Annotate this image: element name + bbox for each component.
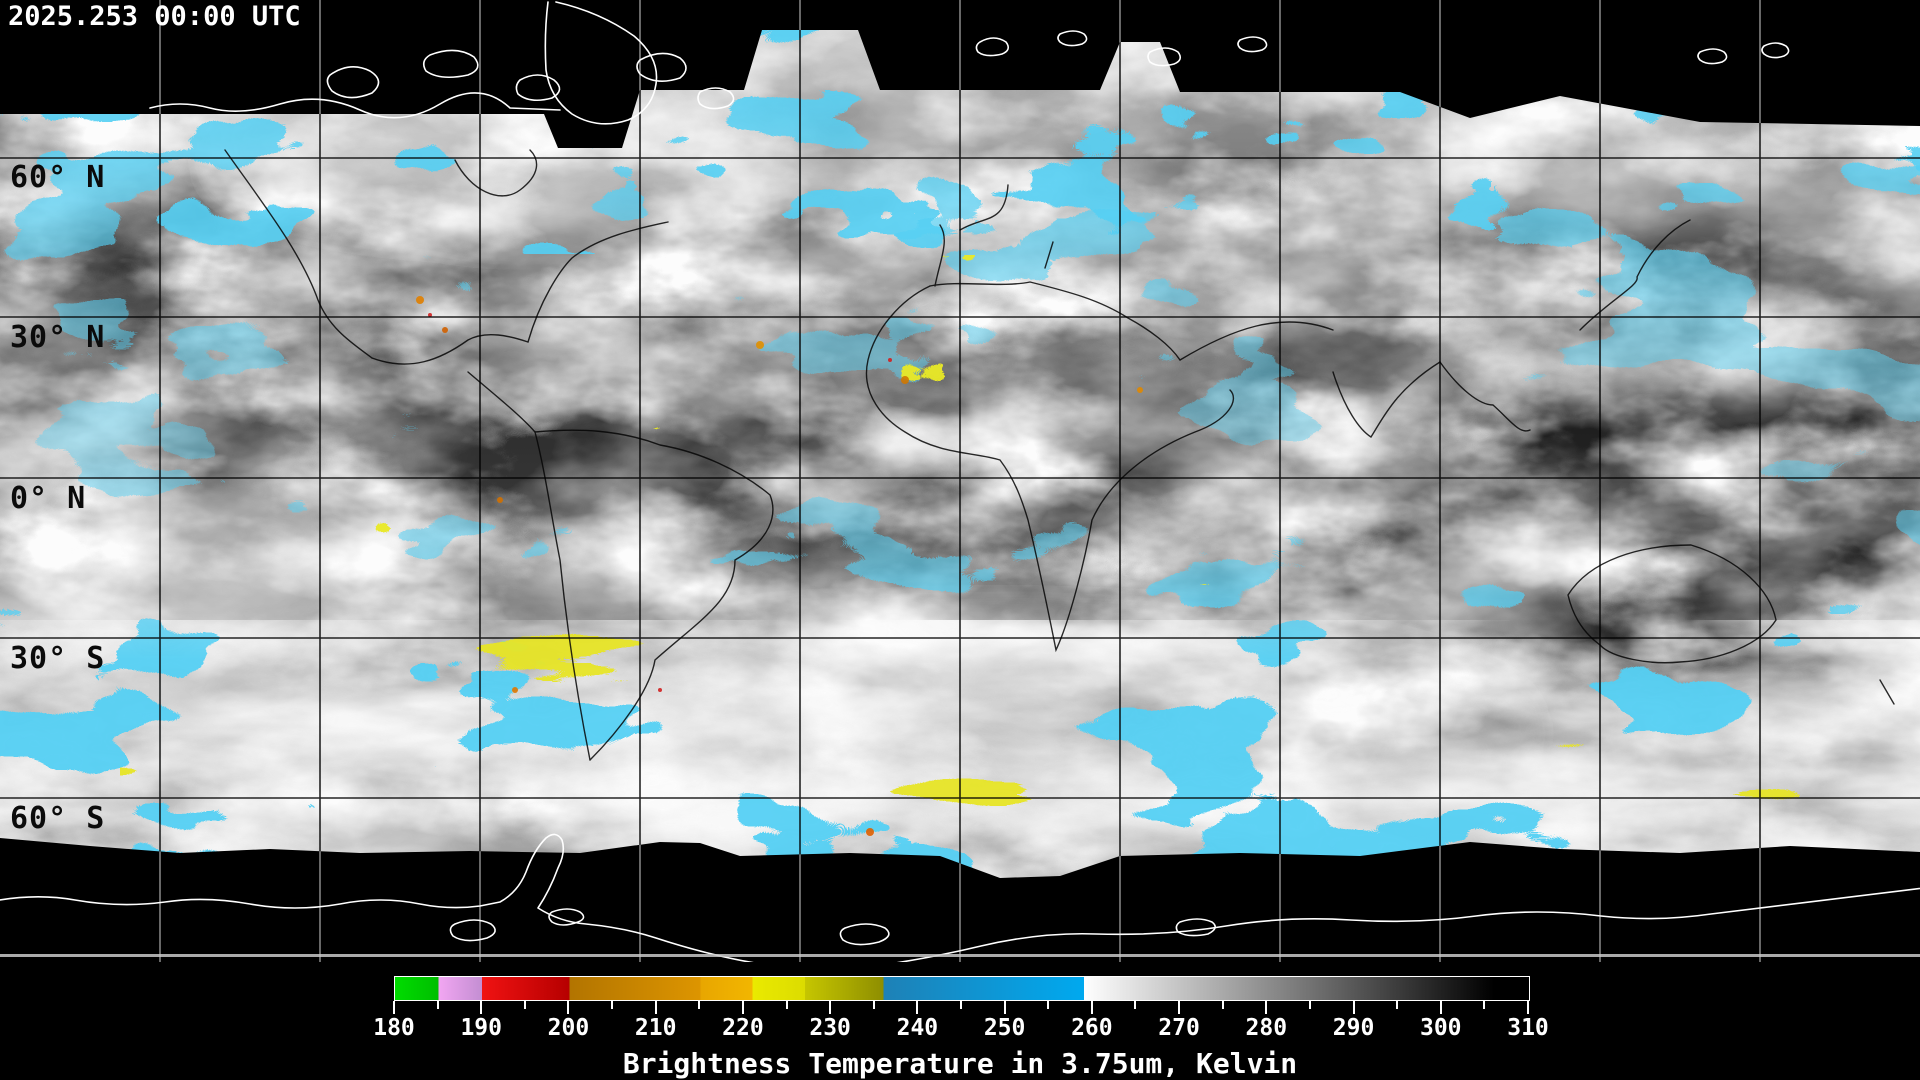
colorbar-major-tick xyxy=(1090,1001,1093,1014)
colorbar-tick-label: 270 xyxy=(1158,1015,1200,1041)
colorbar-minor-tick xyxy=(523,1001,526,1009)
colorbar-major-tick xyxy=(1352,1001,1355,1014)
colorbar-tick-label: 210 xyxy=(634,1015,677,1041)
colorbar-tick-label: 260 xyxy=(1071,1015,1113,1041)
colorbar-major-tick xyxy=(1003,1001,1006,1014)
colorbar-tick-label: 230 xyxy=(809,1015,851,1041)
colorbar-major-tick xyxy=(1439,1001,1442,1014)
colorbar-minor-tick xyxy=(1308,1001,1311,1009)
colorbar-minor-tick xyxy=(1047,1001,1050,1009)
colorbar-minor-tick xyxy=(785,1001,788,1009)
colorbar-tick-label: 250 xyxy=(983,1015,1026,1041)
colorbar-major-tick xyxy=(567,1001,570,1014)
colorbar-major-tick xyxy=(393,1001,395,1014)
colorbar-tick-label: 190 xyxy=(460,1015,502,1041)
convection-yellow-tropics xyxy=(330,255,1280,585)
colorbar-tick-label: 220 xyxy=(722,1015,764,1041)
colorbar-minor-tick xyxy=(611,1001,614,1009)
coastlines xyxy=(224,149,1895,761)
colorbar-minor-tick xyxy=(698,1001,701,1009)
colorbar-gradient xyxy=(394,976,1530,1001)
colorbar-minor-tick xyxy=(872,1001,875,1009)
latitude-label-30s: 30° S xyxy=(10,641,106,676)
colorbar-major-tick xyxy=(1527,1001,1529,1014)
world-map xyxy=(0,0,1920,962)
colorbar-major-tick xyxy=(829,1001,832,1014)
colorbar-tick-label: 300 xyxy=(1419,1015,1462,1041)
map-bottom-edge xyxy=(0,954,1920,957)
colorbar-minor-tick xyxy=(1483,1001,1486,1009)
extreme-cold-specks xyxy=(416,296,1143,836)
colorbar-major-tick xyxy=(1265,1001,1268,1014)
latitude-label-0n: 0° N xyxy=(10,481,87,516)
colorbar-tick-label: 180 xyxy=(373,1015,415,1041)
colorbar-minor-tick xyxy=(1221,1001,1224,1009)
colorbar-major-tick xyxy=(480,1001,483,1014)
latitude-label-60s: 60° S xyxy=(10,801,106,836)
polar-coastline-outlines xyxy=(0,1,1920,962)
colorbar-major-tick xyxy=(654,1001,657,1014)
colorbar-minor-tick xyxy=(960,1001,962,1009)
colorbar-minor-tick xyxy=(1396,1001,1399,1009)
graticule xyxy=(0,28,1920,958)
colorbar-minor-tick xyxy=(1134,1001,1137,1009)
colorbar-major-tick xyxy=(1178,1001,1181,1014)
colorbar-tick-label: 290 xyxy=(1332,1015,1375,1041)
colorbar-minor-tick xyxy=(436,1001,439,1009)
colorbar-major-tick xyxy=(916,1001,919,1014)
colorbar-tick-label: 200 xyxy=(547,1015,590,1041)
colorbar-title: Brightness Temperature in 3.75um, Kelvin xyxy=(622,1047,1298,1080)
colorbar-tick-label: 310 xyxy=(1507,1015,1549,1041)
colorbar-major-tick xyxy=(741,1001,744,1014)
colorbar-tick-label: 280 xyxy=(1245,1015,1288,1041)
timestamp: 2025.253 00:00 UTC xyxy=(8,1,301,32)
latitude-label-60n: 60° N xyxy=(10,160,106,195)
latitude-label-30n: 30° N xyxy=(10,320,106,355)
colorbar-tick-label: 240 xyxy=(896,1015,939,1041)
